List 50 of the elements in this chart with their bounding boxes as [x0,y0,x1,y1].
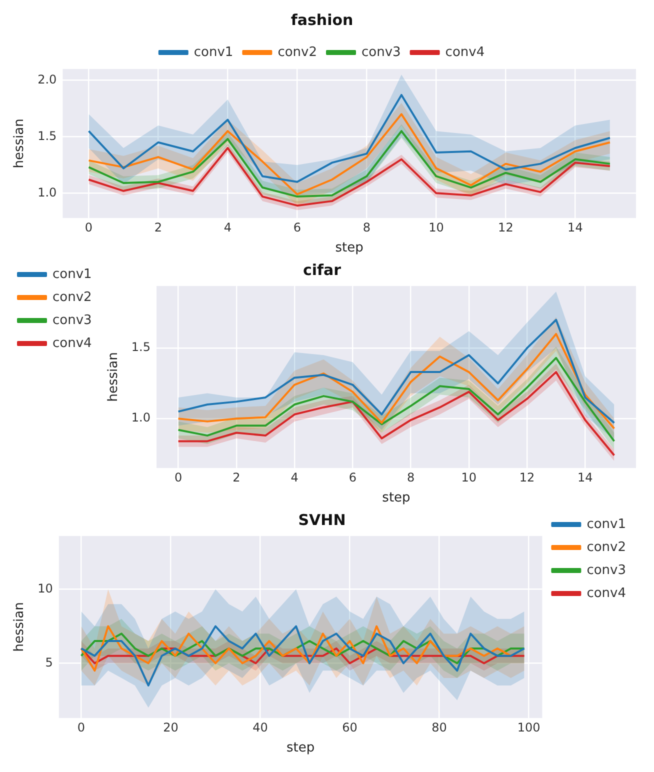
x-tick-label: 6 [293,220,302,234]
chart-title: fashion [290,10,354,29]
legend-label: conv3 [52,312,92,328]
legend-label: conv4 [586,586,626,601]
x-tick-label: 0 [174,470,182,484]
x-tick-label: 14 [578,470,593,484]
legend-label: conv1 [194,44,234,60]
legend-label: conv4 [52,336,92,351]
x-tick-label: 14 [568,220,583,234]
y-axis-title: hessian [106,352,121,402]
x-axis-title: step [335,240,364,256]
legend-label: conv1 [586,516,626,532]
legend-label: conv2 [52,290,92,305]
x-tick-label: 12 [519,470,535,484]
y-axis-title: hessian [12,118,28,168]
x-tick-label: 20 [163,720,178,734]
x-tick-label: 2 [154,220,162,234]
x-tick-label: 12 [498,220,514,234]
legend-label: conv3 [586,562,626,578]
x-axis-title: step [382,490,410,506]
x-tick-label: 2 [232,470,240,484]
y-tick-label: 1.0 [38,185,57,200]
legend-label: conv2 [586,540,626,555]
y-tick-label: 1.5 [131,340,150,354]
x-axis-title: step [286,740,315,756]
y-axis-title: hessian [12,602,28,652]
x-tick-label: 0 [84,220,93,234]
y-tick-label: 5 [45,655,53,670]
x-tick-label: 60 [342,720,358,734]
y-tick-label: 1.0 [131,410,150,425]
x-tick-label: 0 [77,720,86,734]
x-tick-label: 100 [517,720,540,734]
x-tick-label: 6 [348,470,356,484]
x-tick-label: 4 [290,470,298,484]
y-tick-label: 2.0 [38,72,57,86]
x-tick-label: 10 [461,470,477,484]
x-tick-label: 10 [428,220,444,234]
chart-title: SVHN [298,510,346,529]
x-tick-label: 8 [406,470,415,484]
legend-label: conv4 [445,44,485,60]
x-tick-label: 80 [432,720,447,734]
legend-label: conv3 [362,44,401,60]
y-tick-label: 1.5 [38,128,57,143]
x-tick-label: 8 [362,220,371,234]
x-tick-label: 40 [252,720,268,734]
legend-label: conv2 [278,44,318,60]
legend-label: conv1 [52,266,92,282]
x-tick-label: 4 [224,220,232,234]
chart-title: cifar [302,260,342,279]
y-tick-label: 10 [38,581,53,596]
